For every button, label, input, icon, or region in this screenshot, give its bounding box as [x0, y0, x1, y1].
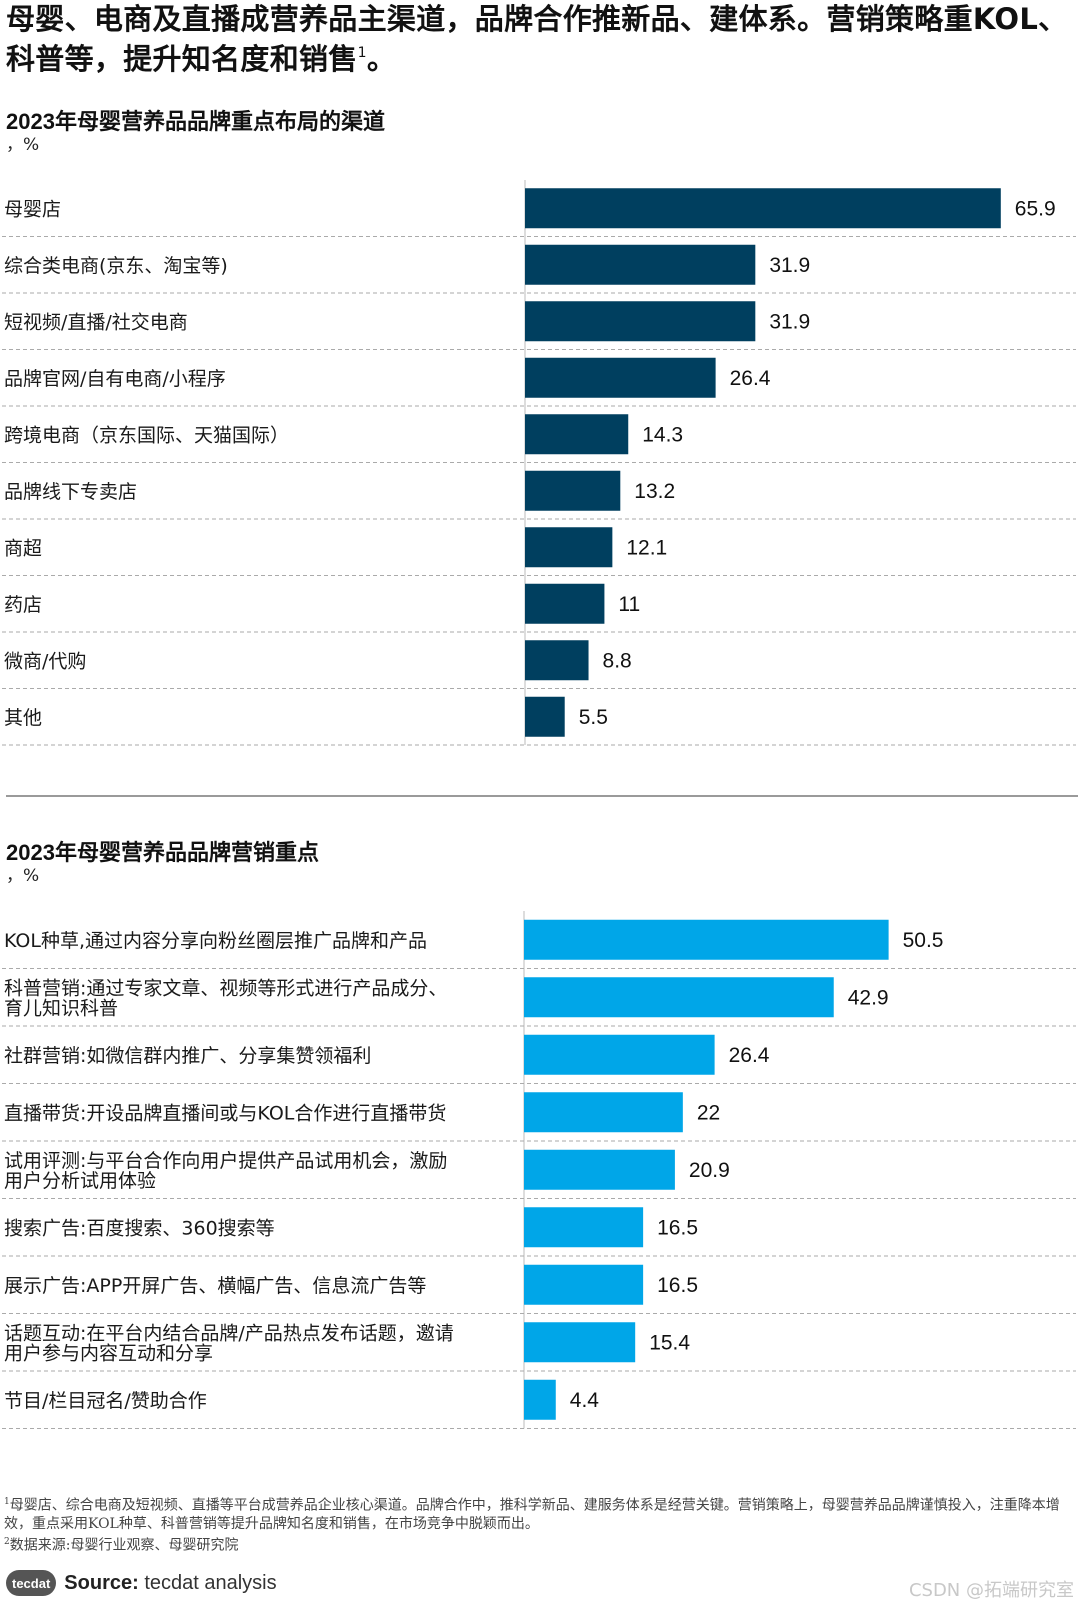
bar — [525, 583, 605, 624]
category-label: 短视频/直播/社交电商 — [4, 311, 188, 333]
page-headline: 母婴、电商及直播成营养品主渠道，品牌合作推新品、建体系。营销策略重KOL、科普等… — [6, 2, 1074, 76]
category-label: 药店 — [4, 594, 42, 616]
footnote-1: 1母婴店、综合电商及短视频、直播等平台成营养品企业核心渠道。品牌合作中，推科学新… — [4, 1497, 1060, 1532]
value-label: 16.5 — [657, 1274, 698, 1297]
value-label: 42.9 — [848, 986, 889, 1009]
category-label: 母婴店 — [4, 198, 61, 220]
headline-text: 母婴、电商及直播成营养品主渠道，品牌合作推新品、建体系。营销策略重KOL、科普等… — [6, 2, 1068, 76]
value-label: 31.9 — [769, 310, 810, 333]
value-label: 31.9 — [769, 254, 810, 277]
bar — [524, 1149, 675, 1190]
category-label: 试用评测:与平台合作向用户提供产品试用机会，激励 — [4, 1150, 447, 1172]
chart1-title: 2023年母婴营养品品牌重点布局的渠道 — [6, 109, 385, 134]
headline-footnote-ref: 1 — [357, 45, 367, 61]
tecdat-logo: tecdat — [6, 1570, 57, 1596]
value-label: 5.5 — [579, 706, 608, 729]
category-label: 直播带货:开设品牌直播间或与KOL合作进行直播带货 — [4, 1102, 446, 1124]
category-label: 用户分析试用体验 — [4, 1170, 156, 1192]
value-label: 11 — [618, 593, 640, 616]
bar — [525, 696, 565, 737]
category-label: 微商/代购 — [4, 650, 86, 672]
category-label: 展示广告:APP开屏广告、横幅广告、信息流广告等 — [4, 1275, 426, 1297]
bar — [524, 1092, 683, 1133]
channel-bar-chart: 65.9 母婴店 31.9 综合类电商(京东、淘宝等) 31.9 短视频/直播/社交电商 2… — [2, 180, 1076, 746]
category-label: 育儿知识科普 — [4, 997, 118, 1019]
bar — [525, 414, 629, 455]
source-text: tecdat analysis — [144, 1571, 277, 1594]
bar — [524, 1034, 715, 1075]
marketing-bar-chart: 50.5 KOL种草,通过内容分享向粉丝圈层推广品牌和产品 42.9 科普营销:通过专… — [2, 911, 1076, 1429]
category-label: 商超 — [4, 537, 42, 559]
value-label: 13.2 — [634, 480, 675, 503]
value-label: 20.9 — [689, 1159, 730, 1182]
chart2-unit: ，% — [6, 866, 40, 886]
section-divider — [6, 795, 1078, 797]
bar — [524, 1207, 644, 1248]
value-label: 12.1 — [626, 536, 667, 559]
category-label: 话题互动:在平台内结合品牌/产品热点发布话题，邀请 — [4, 1322, 454, 1344]
chart2-title: 2023年母婴营养品品牌营销重点 — [6, 840, 319, 865]
value-label: 22 — [697, 1101, 720, 1124]
category-label: 社群营销:如微信群内推广、分享集赞领福利 — [4, 1045, 371, 1067]
category-label: 科普营销:通过专家文章、视频等形式进行产品成分、 — [4, 977, 447, 999]
value-label: 15.4 — [649, 1331, 690, 1354]
value-label: 26.4 — [729, 1044, 770, 1067]
category-label: 其他 — [4, 707, 42, 729]
category-label: 跨境电商（京东国际、天猫国际） — [4, 424, 289, 446]
headline-end: 。 — [366, 42, 397, 76]
chart1-unit: ，% — [6, 135, 40, 155]
bar — [525, 470, 621, 511]
source-label: Source: — [64, 1571, 139, 1594]
bar — [525, 244, 756, 285]
category-label: KOL种草,通过内容分享向粉丝圈层推广品牌和产品 — [4, 930, 427, 952]
footnotes: 1母婴店、综合电商及短视频、直播等平台成营养品企业核心渠道。品牌合作中，推科学新… — [4, 1493, 1074, 1554]
source-line: tecdat Source: tecdat analysis — [6, 1570, 277, 1596]
value-label: 16.5 — [657, 1216, 698, 1239]
bar — [525, 527, 613, 568]
bar — [525, 357, 716, 398]
category-label: 品牌线下专卖店 — [4, 481, 137, 503]
category-label: 节目/栏目冠名/赞助合作 — [4, 1390, 207, 1412]
category-label: 品牌官网/自有电商/小程序 — [4, 368, 226, 390]
value-label: 50.5 — [903, 929, 944, 952]
value-label: 8.8 — [603, 649, 632, 672]
bar — [525, 188, 1001, 229]
bar — [524, 1322, 636, 1363]
bar — [524, 919, 889, 960]
category-label: 搜索广告:百度搜索、360搜索等 — [4, 1217, 275, 1239]
value-label: 65.9 — [1015, 197, 1056, 220]
bar — [524, 977, 834, 1018]
value-label: 26.4 — [730, 367, 771, 390]
bar — [524, 1379, 556, 1420]
category-label: 用户参与内容互动和分享 — [4, 1342, 213, 1364]
watermark: CSDN @拓端研究室 — [908, 1580, 1074, 1601]
value-label: 4.4 — [570, 1389, 600, 1412]
value-label: 14.3 — [642, 423, 683, 446]
category-label: 综合类电商(京东、淘宝等) — [4, 255, 228, 277]
bar — [525, 301, 756, 342]
footnote-2: 2数据来源:母婴行业观察、母婴研究院 — [4, 1536, 239, 1554]
bar — [525, 640, 589, 681]
bar — [524, 1264, 644, 1305]
